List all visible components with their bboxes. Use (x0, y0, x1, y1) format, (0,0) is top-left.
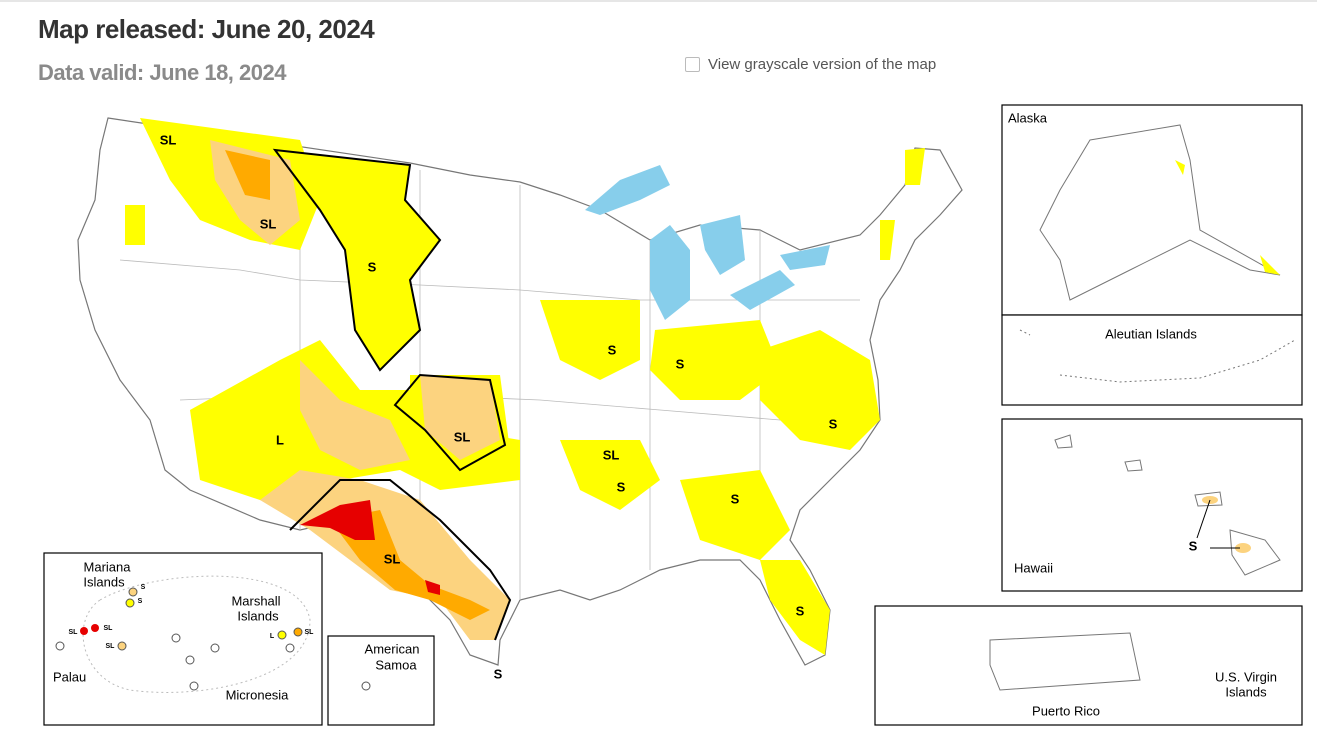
map-label: SL (305, 629, 315, 636)
map-label: S (608, 342, 617, 357)
toggle-label: View grayscale version of the map (708, 56, 937, 73)
map-label: L (270, 633, 275, 640)
inset-label: Marshall (231, 593, 280, 608)
map-label: SL (69, 629, 79, 636)
map-label: S (796, 603, 805, 618)
map-label: S (368, 259, 377, 274)
top-border (0, 0, 1317, 2)
inset-label: Palau (53, 669, 86, 684)
inset-american-samoa: American Samoa (327, 635, 435, 726)
inset-label: Islands (83, 574, 125, 589)
inset-hawaii: Hawaii S (1001, 418, 1303, 592)
map-label: S (1189, 538, 1198, 553)
map-label: S (494, 666, 503, 681)
inset-label: U.S. Virgin (1215, 669, 1277, 684)
subtitle: Data valid: June 18, 2024 (38, 60, 286, 85)
inset-label: Samoa (375, 657, 417, 672)
inset-alaska: Alaska (1001, 104, 1303, 316)
inset-label: American (365, 641, 420, 656)
map-label: S (617, 479, 626, 494)
map-label: S (676, 356, 685, 371)
drought-outlines (272, 148, 512, 641)
map-label: SL (104, 625, 114, 632)
title: Map released: June 20, 2024 (38, 14, 375, 44)
inset-label: Puerto Rico (1032, 703, 1100, 718)
inset-aleutian: Aleutian Islands (1001, 314, 1303, 406)
grayscale-toggle[interactable]: View grayscale version of the map (685, 56, 936, 73)
map-label: SL (384, 551, 401, 566)
inset-label: Micronesia (226, 687, 290, 702)
inset-pacific: Mariana Islands Marshall Islands Palau M… (43, 552, 323, 726)
map-label: S (829, 416, 838, 431)
map-label: S (731, 491, 740, 506)
drought-red (300, 500, 440, 595)
map-label: SL (106, 643, 116, 650)
map-label: S (138, 598, 143, 605)
map-label: L (276, 432, 284, 447)
inset-label: Hawaii (1014, 560, 1053, 575)
inset-label: Islands (1225, 684, 1267, 699)
inset-label: Mariana (84, 559, 132, 574)
map-label: S (141, 584, 146, 591)
inset-puerto-rico: Puerto Rico U.S. Virgin Islands (874, 605, 1303, 726)
inset-label: Alaska (1008, 110, 1048, 125)
inset-label: Islands (237, 608, 279, 623)
map-label: SL (454, 429, 471, 444)
map-label: SL (603, 447, 620, 462)
map-labels: SL SL S L SL S S SL S S S SL S S (160, 132, 838, 681)
inset-label: Aleutian Islands (1105, 326, 1197, 341)
map-label: SL (160, 132, 177, 147)
lakes (585, 165, 830, 320)
map-label: SL (260, 216, 277, 231)
checkbox[interactable] (685, 57, 700, 72)
